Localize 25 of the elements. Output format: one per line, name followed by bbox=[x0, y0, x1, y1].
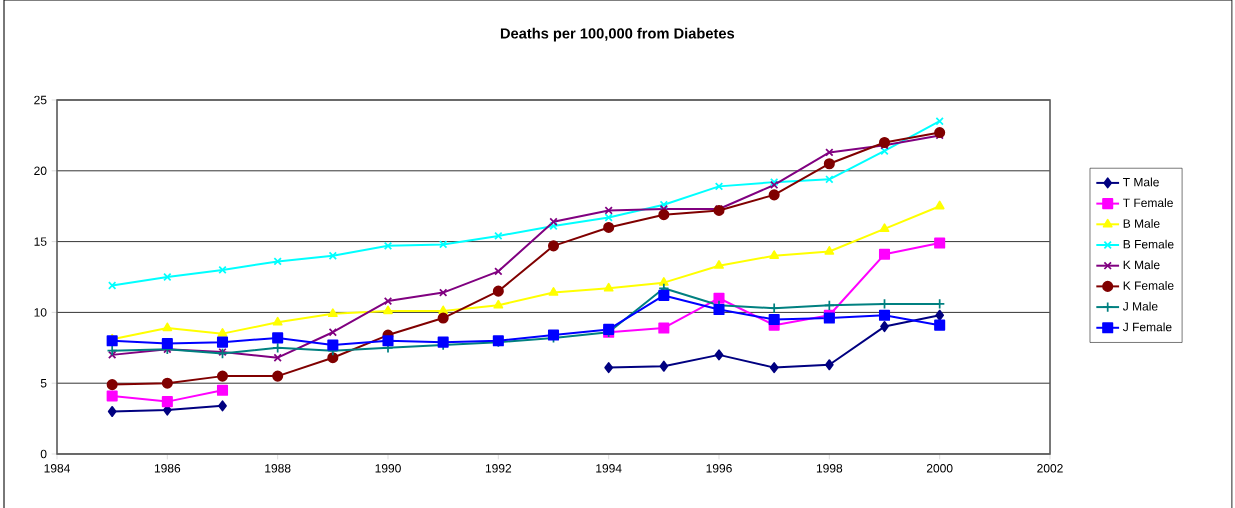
x-tick-label: 2000 bbox=[926, 464, 953, 473]
x-tick-label: 1990 bbox=[375, 464, 401, 473]
y-tick-label: 0 bbox=[40, 449, 47, 459]
legend-label: T Male bbox=[1123, 177, 1159, 187]
x-tick-label: 1998 bbox=[816, 464, 843, 473]
y-tick-label: 10 bbox=[34, 308, 47, 317]
legend-label: J Male bbox=[1122, 301, 1158, 311]
legend-label: T Female bbox=[1123, 198, 1173, 208]
x-tick-label: 1994 bbox=[596, 464, 622, 473]
chart-title: Deaths per 100,000 from Diabetes bbox=[500, 27, 735, 42]
y-tick-label: 25 bbox=[34, 95, 47, 105]
legend-label: K Male bbox=[1123, 260, 1160, 270]
y-tick-label: 15 bbox=[34, 237, 47, 246]
x-tick-label: 2002 bbox=[1037, 464, 1063, 473]
legend-label: K Female bbox=[1123, 281, 1174, 290]
legend-label: B Female bbox=[1123, 239, 1174, 249]
y-tick-label: 20 bbox=[34, 166, 47, 176]
x-tick-label: 1984 bbox=[44, 464, 70, 473]
y-tick-label: 5 bbox=[40, 379, 47, 388]
x-tick-label: 1992 bbox=[485, 464, 512, 473]
x-tick-label: 1996 bbox=[706, 464, 732, 473]
legend-label: J Female bbox=[1122, 322, 1172, 332]
x-tick-label: 1988 bbox=[265, 464, 291, 473]
legend-label: B Male bbox=[1123, 218, 1160, 228]
x-tick-label: 1986 bbox=[154, 464, 181, 473]
